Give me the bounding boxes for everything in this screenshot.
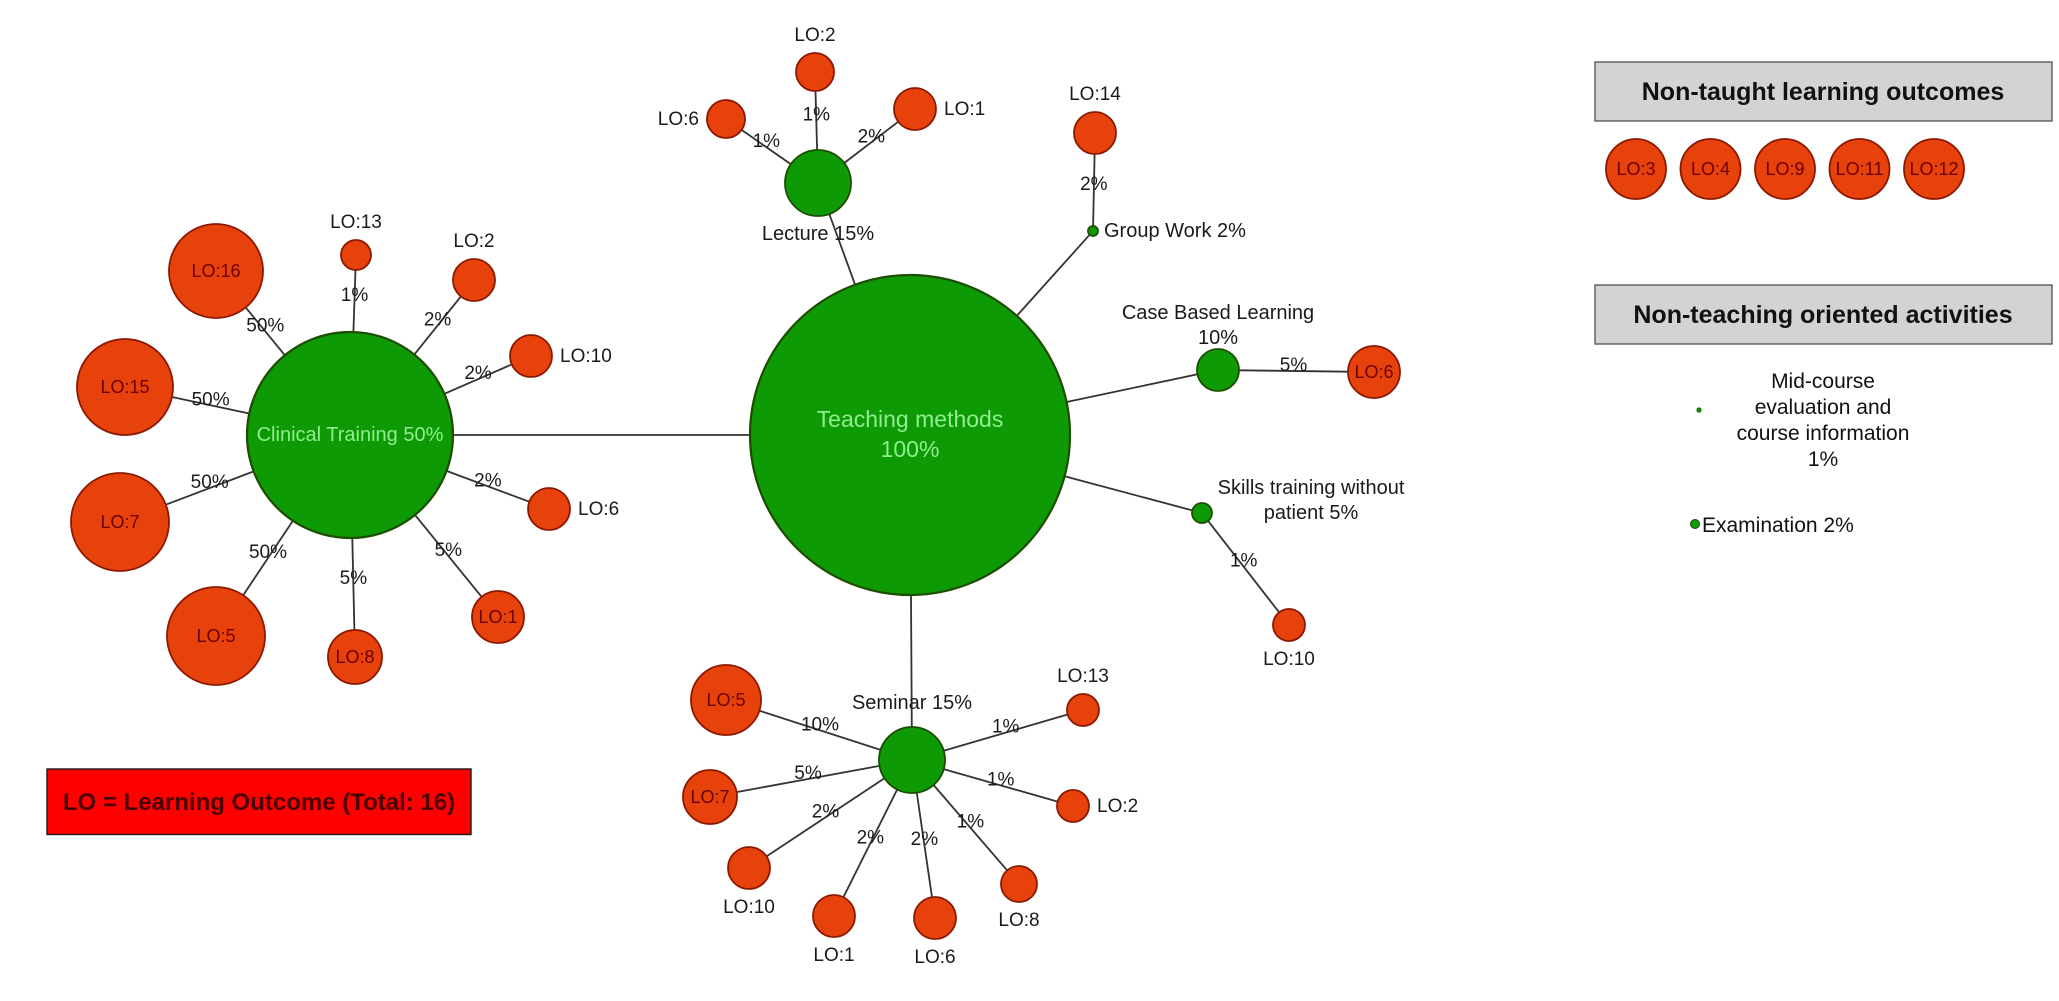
svg-text:course information: course information (1737, 422, 1910, 445)
svg-text:LO:4: LO:4 (1691, 159, 1730, 179)
svg-text:LO:12: LO:12 (1909, 159, 1958, 179)
svg-text:LO = Learning Outcome (Total:: LO = Learning Outcome (Total: 16) (63, 789, 455, 816)
svg-text:LO:9: LO:9 (1765, 159, 1804, 179)
svg-text:evaluation and: evaluation and (1755, 396, 1892, 419)
svg-text:1%: 1% (1808, 448, 1838, 471)
svg-text:LO:3: LO:3 (1616, 159, 1655, 179)
svg-text:Non-teaching oriented activiti: Non-teaching oriented activities (1633, 301, 2012, 329)
svg-text:Mid-course: Mid-course (1771, 370, 1875, 393)
svg-text:Examination 2%: Examination 2% (1702, 514, 1854, 537)
svg-text:LO:11: LO:11 (1836, 159, 1884, 179)
svg-text:Non-taught learning outcomes: Non-taught learning outcomes (1642, 78, 2005, 106)
